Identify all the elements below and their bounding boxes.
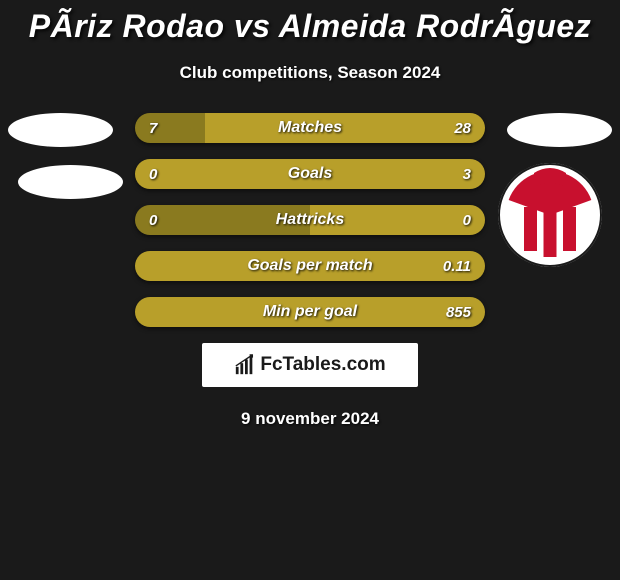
stat-label: Hattricks — [135, 211, 485, 229]
player-left-avatar-placeholder-2 — [18, 165, 123, 199]
player-right-avatar-placeholder — [507, 113, 612, 147]
comparison-title: PÃriz Rodao vs Almeida RodrÃ­guez — [0, 0, 620, 45]
stat-row: 0Hattricks0 — [135, 205, 485, 235]
stat-row: 0Goals3 — [135, 159, 485, 189]
comparison-subtitle: Club competitions, Season 2024 — [0, 63, 620, 83]
stat-label: Goals per match — [135, 257, 485, 275]
stat-row: Goals per match0.11 — [135, 251, 485, 281]
stat-label: Min per goal — [135, 303, 485, 321]
stat-bar-overlay: 0Hattricks0 — [135, 205, 485, 235]
player-left-avatar-placeholder-1 — [8, 113, 113, 147]
player-right-club-badge — [498, 163, 602, 267]
fctables-logo-box: FcTables.com — [202, 343, 418, 387]
stat-row: Min per goal855 — [135, 297, 485, 327]
stat-row: 7Matches28 — [135, 113, 485, 143]
stat-bar-overlay: Min per goal855 — [135, 297, 485, 327]
club-badge-icon — [498, 163, 602, 267]
stat-label: Matches — [135, 119, 485, 137]
stat-bar-overlay: 7Matches28 — [135, 113, 485, 143]
fctables-logo-text: FcTables.com — [260, 354, 385, 376]
stat-bar-overlay: 0Goals3 — [135, 159, 485, 189]
snapshot-date: 9 november 2024 — [0, 409, 620, 429]
comparison-bars: 7Matches28 0Goals3 0Hattricks0 Goals per ma… — [135, 113, 485, 327]
bar-chart-icon — [234, 354, 256, 376]
stat-bar-overlay: Goals per match0.11 — [135, 251, 485, 281]
stats-area: 7Matches28 0Goals3 0Hattricks0 Goals per ma… — [0, 113, 620, 327]
stat-label: Goals — [135, 165, 485, 183]
